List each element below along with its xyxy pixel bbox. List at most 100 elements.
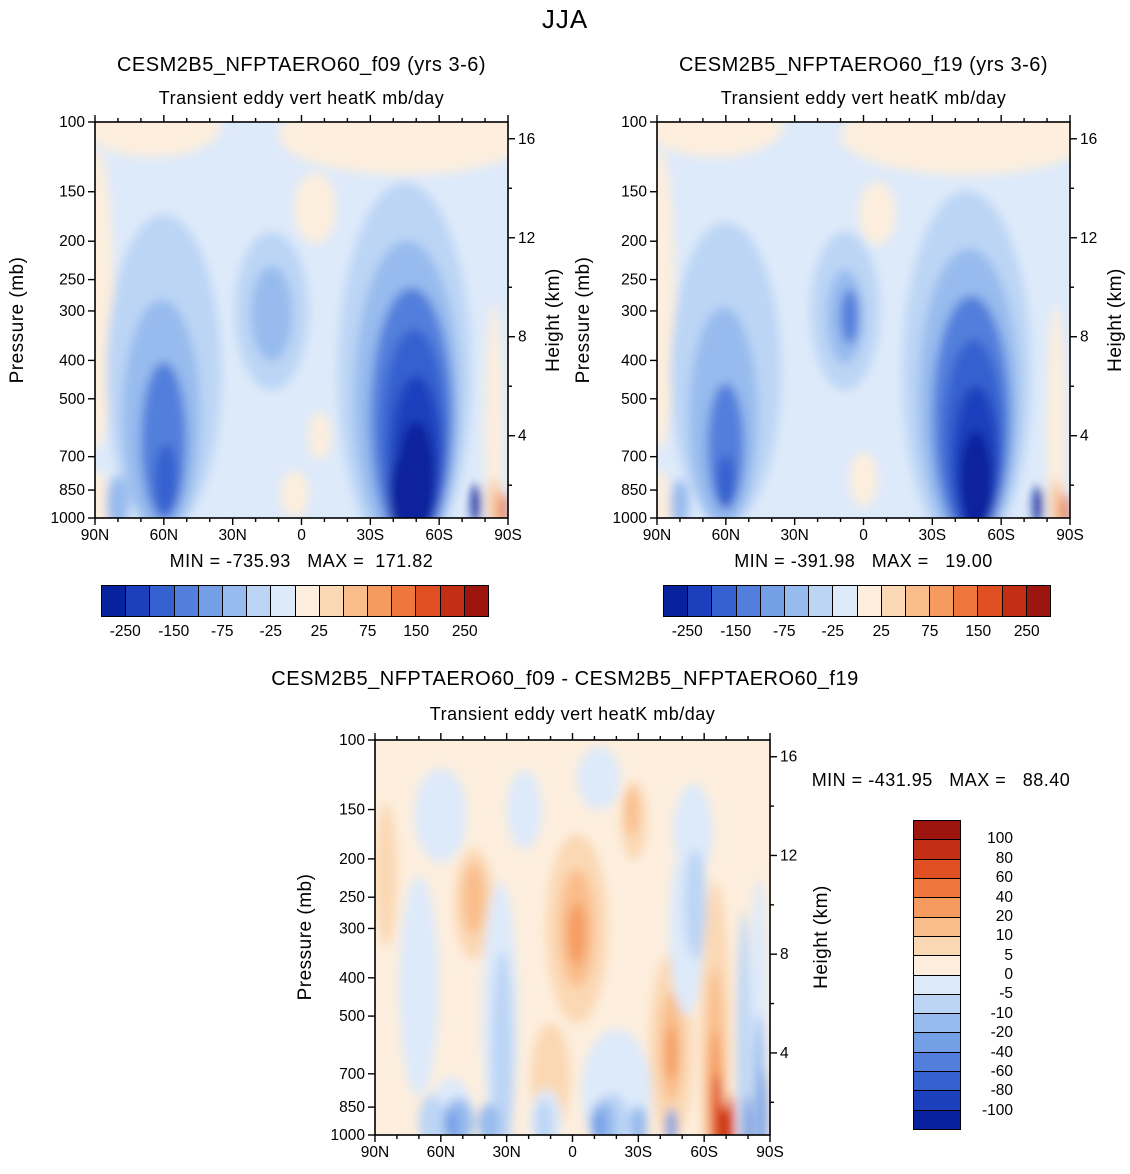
height-tick-label: 8 — [780, 946, 789, 963]
colorbar-segment — [221, 586, 247, 616]
contour-region — [592, 1110, 606, 1135]
height-axis-label-diff: Height (km) — [811, 885, 832, 989]
contour-region — [489, 477, 499, 518]
colorbar-label: 80 — [995, 849, 1013, 867]
latitude-tick-label: 90N — [361, 1144, 389, 1161]
contour-region — [1033, 485, 1043, 518]
contour-plot-f19: 90N 60N 30N 0 30S 60S 90S 100 150 200 250 300 400 500… — [613, 114, 1098, 544]
colorbar-label: 75 — [359, 623, 377, 640]
colorbar-label: 40 — [995, 888, 1013, 906]
pressure-tick-label: 1000 — [51, 510, 86, 527]
colorbar-label: -5 — [999, 985, 1013, 1003]
latitude-tick-label: 90N — [81, 527, 109, 544]
height-tick-label: 8 — [518, 329, 527, 346]
colorbar-segment — [977, 586, 1002, 616]
height-tick-label: 4 — [1080, 428, 1089, 445]
contour-region — [251, 266, 293, 362]
colorbar-label: 150 — [403, 623, 430, 640]
colorbar-segment — [1001, 586, 1026, 616]
colorbar-label: 250 — [451, 623, 478, 640]
pressure-tick-label: 300 — [621, 303, 647, 320]
colorbar-label: -80 — [990, 1082, 1013, 1100]
contour-region — [294, 172, 336, 244]
contour-region — [278, 122, 508, 175]
colorbar-segment — [687, 586, 712, 616]
contour-region — [711, 1073, 723, 1135]
pressure-tick-label: 100 — [339, 732, 365, 749]
tick-labels: 90N 60N 30N 0 30S 60S 90S 100 150 200 250 300 400 500… — [331, 732, 798, 1161]
colorbar-segment — [342, 586, 368, 616]
height-axis-label-f09: Height (km) — [543, 268, 564, 372]
stats-f09: MIN = -735.93 MAX = 171.82 — [169, 551, 434, 571]
colorbar-segment — [914, 974, 960, 994]
colorbar-label: 25 — [872, 623, 890, 640]
pressure-axis-label-f19: Pressure (mb) — [573, 256, 594, 384]
tick-marks — [368, 733, 777, 1142]
colorbar-label: -150 — [158, 623, 190, 640]
colorbar-segment — [914, 821, 960, 840]
colorbar-label: -75 — [773, 623, 796, 640]
latitude-tick-label: 30N — [492, 1144, 520, 1161]
colorbar-strip — [663, 585, 1051, 617]
contour-region — [280, 470, 309, 518]
height-tick-label: 4 — [518, 428, 527, 445]
contour-region — [418, 1094, 446, 1135]
tick-labels: 90N 60N 30N 0 30S 60S 90S 100 150 200 250 300 400 500… — [51, 114, 536, 544]
contour-region — [154, 444, 178, 516]
colorbar-segment — [914, 935, 960, 956]
pressure-tick-label: 850 — [59, 482, 85, 499]
colorbar-segment — [808, 586, 833, 616]
colorbar-segment — [914, 877, 960, 898]
pressure-tick-label: 200 — [59, 233, 85, 250]
contour-region — [657, 122, 784, 158]
colorbar-segment — [463, 586, 488, 616]
tick-marks — [650, 115, 1077, 525]
panel-title-f09: CESM2B5_NFPTAERO60_f09 (yrs 3-6) — [116, 54, 487, 76]
contour-region — [1062, 492, 1069, 518]
pressure-tick-label: 1000 — [613, 510, 648, 527]
colorbar-label: -150 — [720, 623, 752, 640]
contour-region — [568, 902, 586, 966]
contour-region — [414, 767, 468, 863]
colorbar-f09: -250 -150 -75 -25 25 75 150 250 — [101, 585, 489, 640]
pressure-tick-label: 850 — [339, 1099, 365, 1116]
colorbar-label: -250 — [109, 623, 141, 640]
contour-region — [399, 875, 439, 1097]
contour-region — [629, 1105, 648, 1135]
latitude-tick-label: 30N — [780, 527, 808, 544]
contour-region — [471, 483, 481, 518]
pressure-tick-label: 100 — [59, 114, 85, 131]
contour-region — [684, 848, 707, 960]
contour-region — [1051, 478, 1061, 518]
contour-plot-f09: 90N 60N 30N 0 30S 60S 90S 100 150 200 250 300 400 500… — [51, 114, 536, 544]
colorbar-segment — [246, 586, 271, 616]
contour-region — [737, 911, 751, 1135]
pressure-tick-label: 150 — [621, 184, 647, 201]
contour-svg: 90N 60N 30N 0 30S 60S 90S 100 150 200 250 300 400 500… — [613, 114, 1098, 544]
colorbar-segment — [914, 916, 960, 936]
colorbar-segment — [783, 586, 809, 616]
colorbar-segment — [914, 993, 960, 1014]
colorbar-segment — [929, 586, 954, 616]
latitude-tick-label: 60N — [150, 527, 178, 544]
tick-marks — [88, 115, 515, 525]
colorbar-segment — [125, 586, 150, 616]
latitude-tick-label: 90S — [1056, 527, 1084, 544]
pressure-tick-label: 500 — [59, 391, 85, 408]
contour-svg: 90N 60N 30N 0 30S 60S 90S 100 150 200 250 300 400 500… — [51, 114, 536, 544]
colorbar-label: -25 — [821, 623, 844, 640]
contour-region — [719, 1106, 728, 1135]
colorbar-label: -75 — [211, 623, 234, 640]
colorbar-segment — [914, 955, 960, 975]
pressure-tick-label: 700 — [59, 449, 85, 466]
pressure-axis-label-f09: Pressure (mb) — [7, 256, 28, 384]
pressure-tick-label: 500 — [339, 1008, 365, 1025]
pressure-tick-label: 250 — [621, 272, 647, 289]
contour-region — [445, 1109, 459, 1135]
colorbar-segment — [953, 586, 978, 616]
stats-diff: MIN = -431.95 MAX = 88.40 — [811, 770, 1071, 790]
contour-region — [506, 770, 542, 850]
pressure-tick-label: 400 — [621, 352, 647, 369]
pressure-tick-label: 850 — [621, 482, 647, 499]
